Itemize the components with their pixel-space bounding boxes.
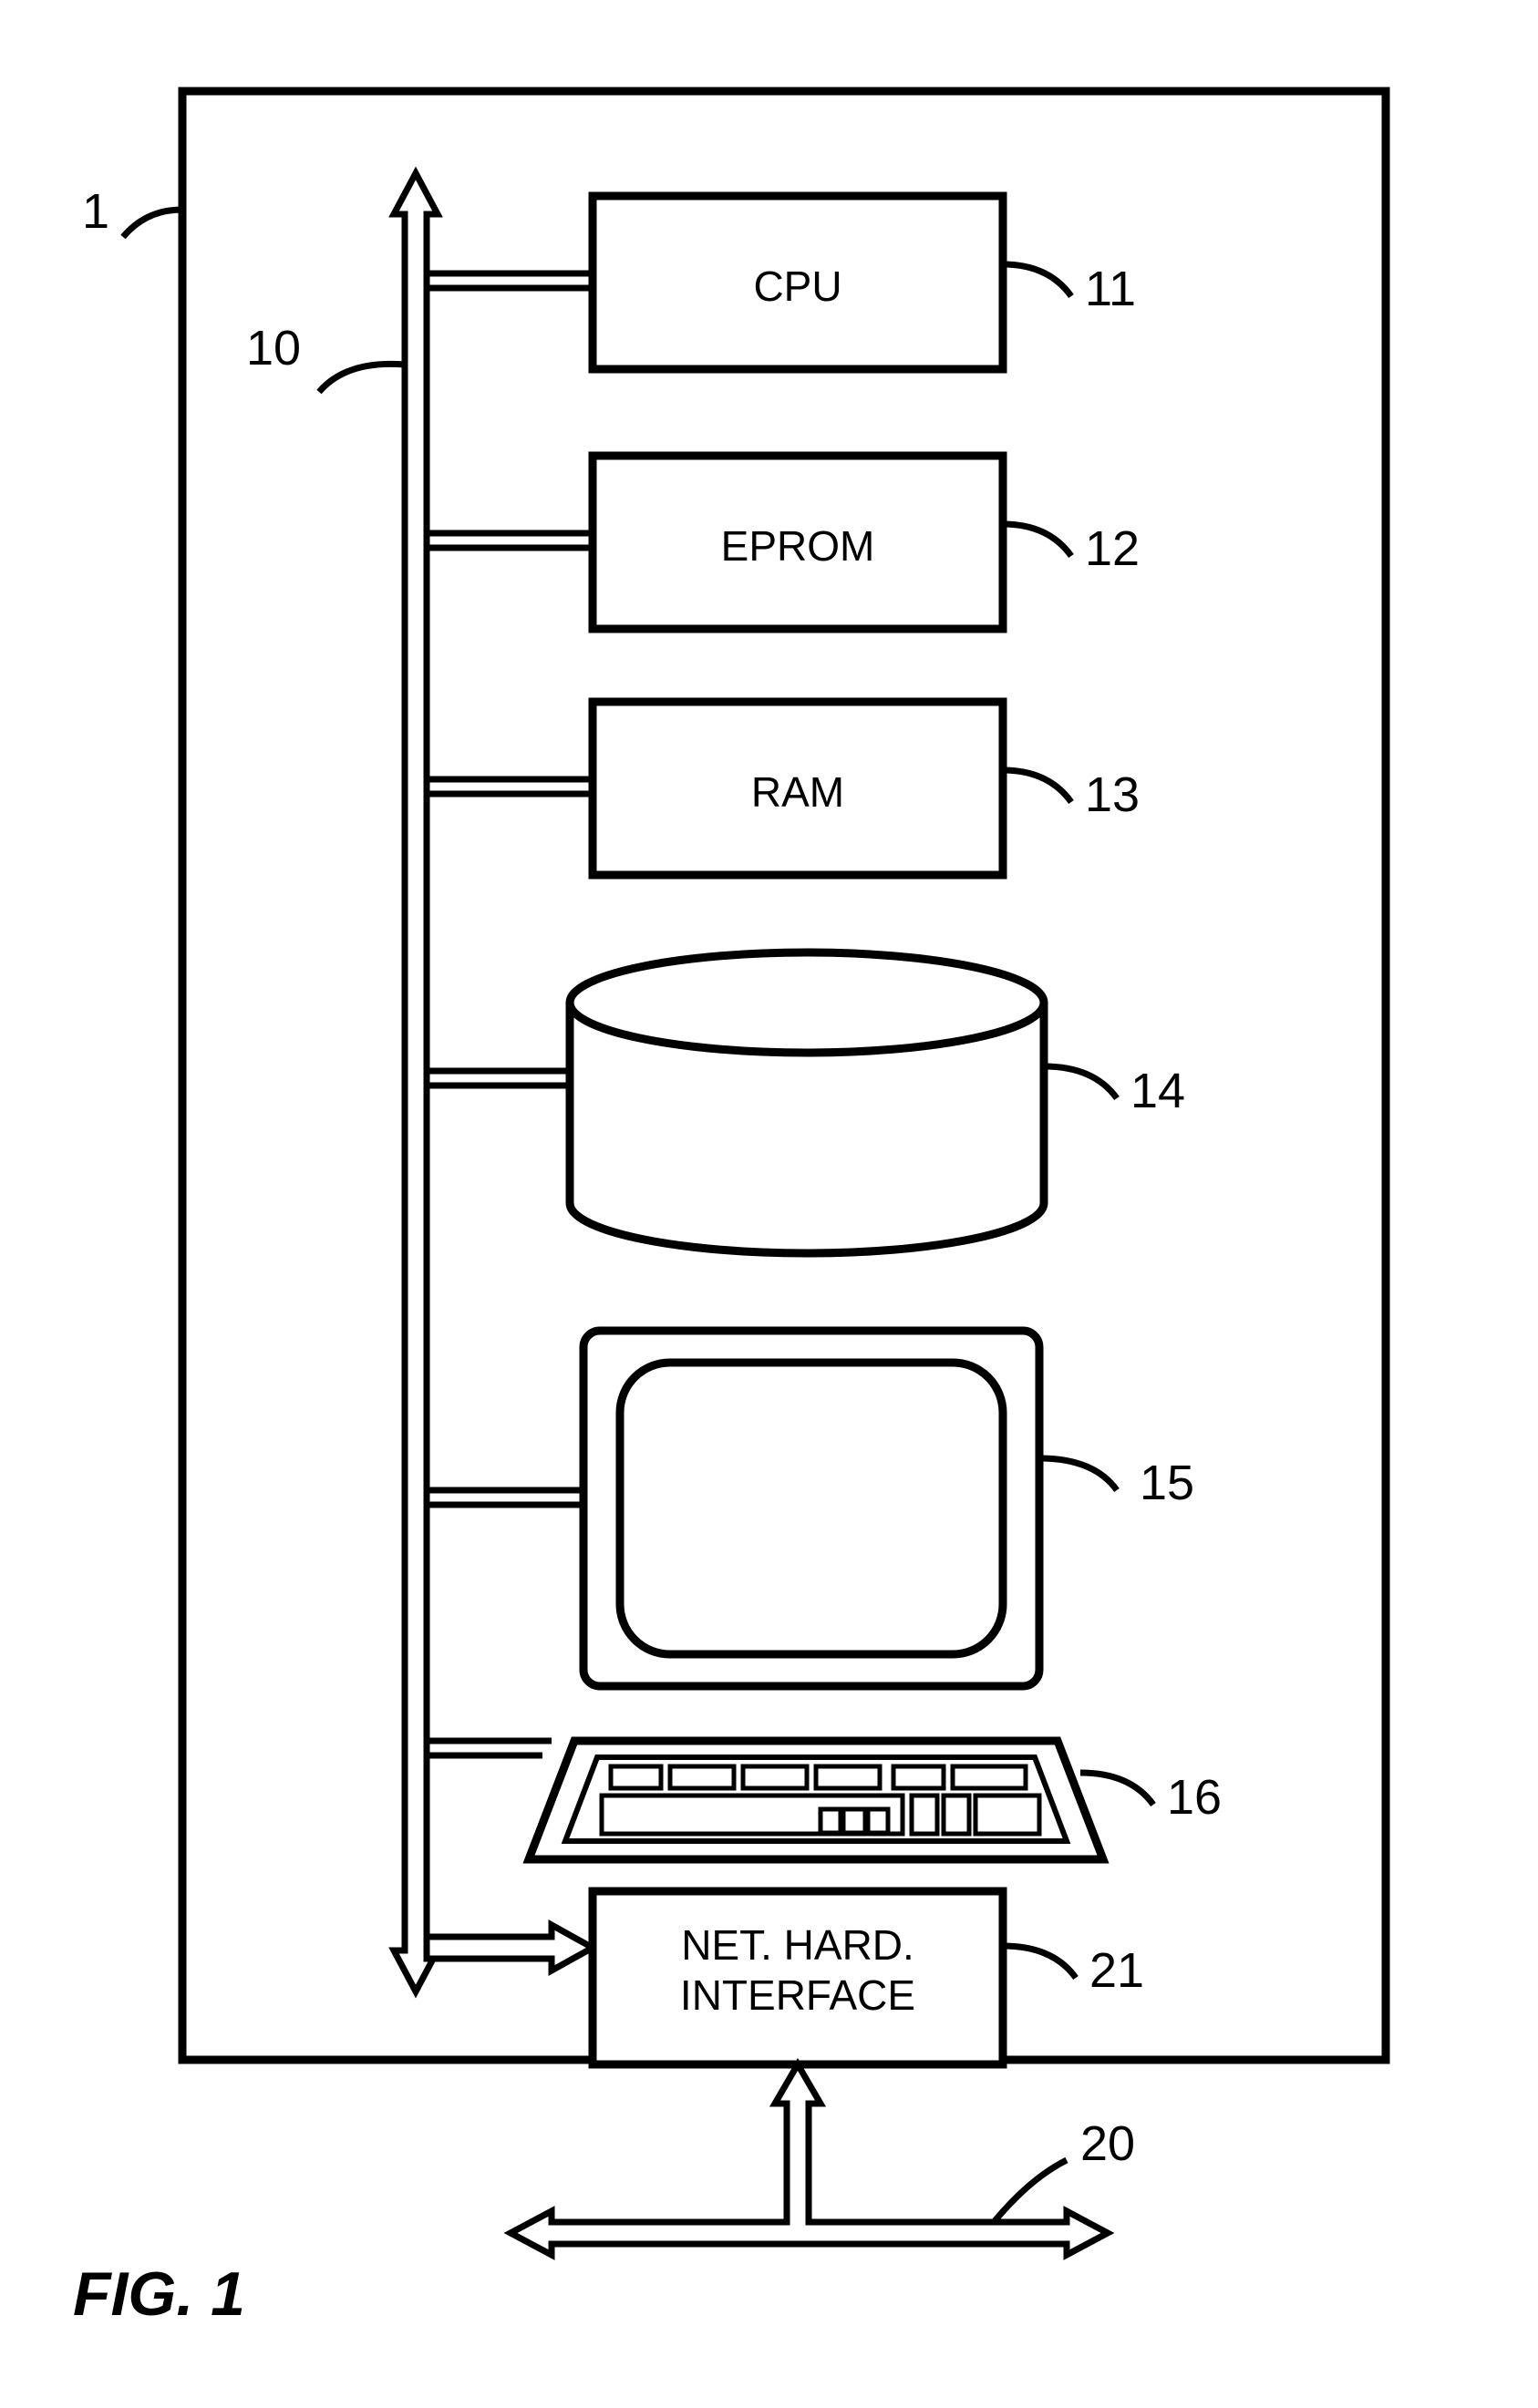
figure-1-diagram: 1 10 CPU 11 EPROM 12 RAM 13 <box>36 36 1502 2372</box>
ref-num-disk: 14 <box>1130 1064 1185 1118</box>
ref-num-eprom: 12 <box>1085 521 1140 576</box>
ref-leader-disk <box>1044 1066 1117 1098</box>
monitor-screen <box>620 1363 1003 1654</box>
net-label-2: INTERFACE <box>680 1971 915 2019</box>
ref-num-bus: 10 <box>246 321 301 376</box>
network-bus-group <box>511 2064 1108 2255</box>
ref-leader-bus <box>319 364 405 392</box>
ref-num-network: 20 <box>1080 2116 1135 2171</box>
cpu-label: CPU <box>753 262 841 310</box>
ref-leader-eprom <box>1003 524 1071 556</box>
ref-leader-monitor <box>1039 1458 1117 1490</box>
ref-num-keyboard: 16 <box>1167 1770 1222 1825</box>
ref-leader-net <box>1003 1946 1076 1978</box>
network-bus-arrow <box>511 2064 1108 2255</box>
net-interface-group: NET. HARD. INTERFACE 21 <box>427 1891 1144 2064</box>
eprom-label: EPROM <box>721 522 875 570</box>
ref-num-net: 21 <box>1089 1943 1144 1998</box>
ram-group: RAM 13 <box>427 702 1140 875</box>
ref-num-cpu: 11 <box>1085 262 1136 316</box>
ref-leader-network <box>994 2160 1067 2222</box>
disk-group: 14 <box>427 952 1185 1253</box>
net-label-1: NET. HARD. <box>681 1921 914 1969</box>
ref-leader-ram <box>1003 770 1071 802</box>
bus-to-net-arrow <box>427 1925 593 1971</box>
disk-top <box>570 952 1044 1053</box>
keyboard-group: 16 <box>427 1741 1222 1859</box>
ref-leader-keyboard <box>1080 1773 1153 1805</box>
ref-num-monitor: 15 <box>1140 1456 1194 1510</box>
ref-leader-cpu <box>1003 264 1071 296</box>
ref-num-enclosure: 1 <box>82 184 109 239</box>
ram-label: RAM <box>751 768 844 816</box>
cpu-group: CPU 11 <box>427 196 1136 369</box>
monitor-group: 15 <box>427 1331 1194 1686</box>
ref-leader-enclosure <box>123 210 182 237</box>
ref-num-ram: 13 <box>1085 767 1140 822</box>
eprom-group: EPROM 12 <box>427 456 1140 629</box>
figure-label: FIG. 1 <box>73 2259 245 2329</box>
